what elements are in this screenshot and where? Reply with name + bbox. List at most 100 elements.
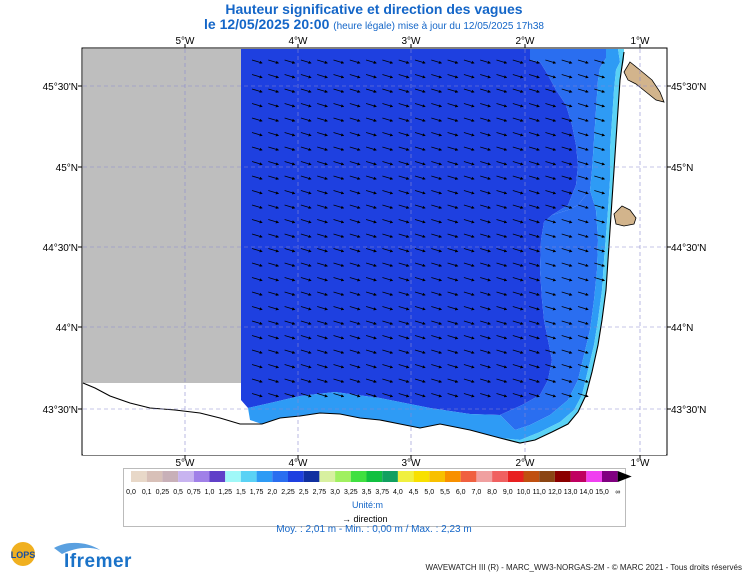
wave-arrow — [431, 233, 443, 238]
wave-arrow — [512, 146, 524, 151]
lon-label-bottom: 4°W — [289, 458, 309, 469]
wave-arrow — [561, 132, 573, 137]
wave-arrow — [447, 88, 459, 93]
wave-arrow — [480, 364, 491, 369]
wave-arrow — [447, 146, 459, 151]
wave-arrow — [300, 146, 312, 151]
wave-arrow — [349, 262, 361, 267]
wave-arrow — [480, 132, 491, 137]
wave-arrow — [577, 393, 589, 398]
wave-arrow — [463, 88, 475, 93]
wave-arrow — [545, 335, 557, 340]
wave-arrow — [382, 175, 394, 180]
wave-arrow — [528, 248, 540, 253]
wave-arrow — [398, 364, 410, 369]
wave-arrow — [349, 306, 361, 311]
wave-arrow — [284, 248, 296, 253]
wave-arrow — [545, 74, 557, 79]
wave-arrow — [251, 88, 263, 93]
wave-arrow — [365, 132, 377, 137]
stats-line: Moy. : 2,01 m - Min. : 0,00 m / Max. : 2… — [276, 524, 472, 535]
wave-arrow — [333, 335, 345, 340]
wave-arrow — [431, 277, 443, 282]
wave-arrow — [268, 233, 280, 238]
wave-arrow — [496, 277, 508, 282]
wave-arrow — [251, 59, 263, 64]
wave-arrow — [463, 190, 475, 195]
wave-arrow — [414, 233, 426, 238]
wave-arrow — [251, 146, 263, 151]
wave-arrow — [365, 306, 377, 311]
wave-arrow — [333, 262, 345, 267]
wave-arrow — [447, 132, 459, 137]
lat-label-right: 45°30'N — [671, 82, 706, 93]
wave-arrow — [284, 219, 296, 224]
wave-arrow — [496, 190, 508, 195]
wave-arrow — [284, 291, 296, 296]
wave-arrow — [512, 335, 524, 340]
wave-arrow — [333, 291, 345, 296]
wave-arrow — [300, 190, 312, 195]
wave-arrow — [317, 248, 328, 253]
wave-arrow — [317, 88, 328, 93]
wave-arrow — [496, 204, 508, 209]
wave-arrow — [594, 233, 606, 238]
axis-ticks: 5°W 4°W 3°W 2°W 1°W 5°W 4°W 3°W 2°W 1°W 45°30'N 45°… — [43, 36, 707, 469]
wave-arrow — [463, 393, 475, 398]
wave-arrow — [300, 335, 312, 340]
wave-arrow — [365, 204, 377, 209]
wave-arrow — [251, 233, 263, 238]
wave-arrow — [333, 320, 345, 325]
wave-arrow — [545, 378, 557, 383]
wave-arrow — [447, 59, 459, 64]
wave-arrow — [431, 335, 443, 340]
wave-arrow — [284, 59, 296, 64]
wave-arrow — [251, 204, 263, 209]
wave-arrow — [414, 378, 426, 383]
legend-unit: Unité:m — [352, 500, 384, 510]
wave-arrow — [300, 320, 312, 325]
wave-arrow — [545, 132, 557, 137]
wave-arrow — [414, 349, 426, 354]
wave-arrow — [365, 320, 377, 325]
wave-arrow — [594, 248, 606, 253]
wave-arrow — [414, 175, 426, 180]
wave-arrow — [431, 103, 443, 108]
wave-arrow — [317, 175, 328, 180]
wave-arrow — [333, 233, 345, 238]
wave-arrow — [284, 233, 296, 238]
wave-arrow — [365, 262, 377, 267]
wave-arrow — [349, 204, 361, 209]
wave-arrow — [577, 306, 589, 311]
wave-arrow — [496, 175, 508, 180]
wave-arrow — [349, 59, 361, 64]
wave-arrow — [365, 393, 377, 398]
graticule — [83, 49, 666, 454]
wave-arrow — [528, 335, 540, 340]
lon-label-top: 1°W — [631, 36, 651, 47]
wave-arrow — [447, 219, 459, 224]
wave-arrow — [528, 378, 540, 383]
wave-arrow — [382, 320, 394, 325]
wave-arrow — [512, 103, 524, 108]
wave-arrow — [431, 74, 443, 79]
wave-arrow — [398, 393, 410, 398]
wave-arrow — [512, 378, 524, 383]
wave-arrow — [251, 74, 263, 79]
wave-arrow — [268, 59, 280, 64]
wave-arrow — [431, 378, 443, 383]
wave-arrow — [349, 364, 361, 369]
wave-arrow — [382, 219, 394, 224]
wave-arrow — [268, 378, 280, 383]
wave-arrow — [414, 291, 426, 296]
wave-arrow — [349, 117, 361, 122]
wave-arrow — [349, 146, 361, 151]
wave-arrow — [463, 117, 475, 122]
wave-arrow — [251, 277, 263, 282]
lat-label-right: 44°N — [671, 323, 693, 334]
wave-arrow — [398, 306, 410, 311]
wave-arrow — [528, 88, 540, 93]
wave-arrow — [545, 190, 557, 195]
wave-arrow — [300, 277, 312, 282]
